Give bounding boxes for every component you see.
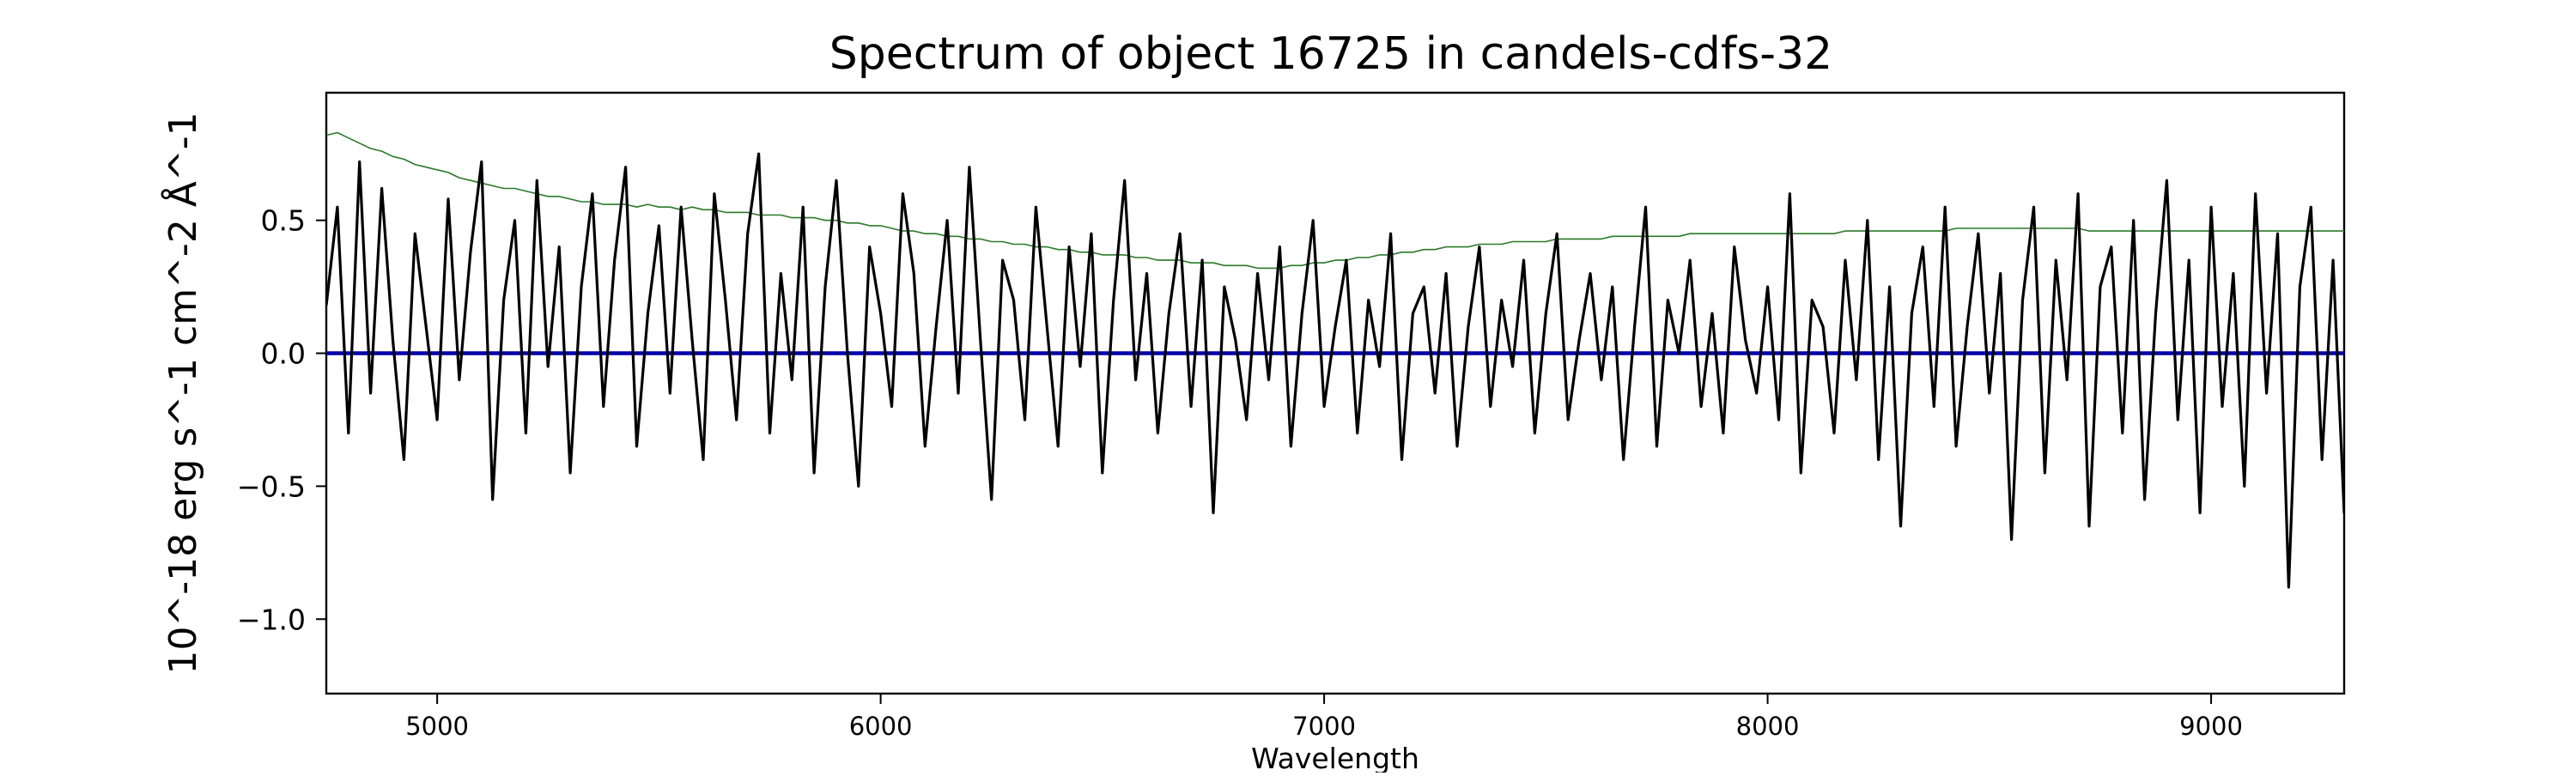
y-axis: −1.0 −0.5 0.0 0.5 bbox=[237, 204, 326, 636]
x-axis: 5000 6000 7000 8000 9000 bbox=[405, 694, 2243, 741]
x-tick-label: 7000 bbox=[1292, 712, 1356, 741]
plot-area-frame bbox=[325, 91, 2346, 695]
x-tick-label: 9000 bbox=[2179, 712, 2243, 741]
chart-title: Spectrum of object 16725 in candels-cdfs… bbox=[829, 28, 1832, 80]
y-tick-label: −0.5 bbox=[237, 470, 306, 503]
y-axis-label: 10^-18 erg s^-1 cm^-2 Å^-1 bbox=[160, 112, 205, 674]
series-line-flux bbox=[326, 152, 2344, 589]
y-tick-label: 0.0 bbox=[261, 337, 306, 371]
x-tick-label: 5000 bbox=[405, 712, 469, 741]
series-line-error bbox=[326, 131, 2344, 270]
x-tick-label: 6000 bbox=[849, 712, 913, 741]
y-tick-label: −1.0 bbox=[237, 603, 306, 636]
x-tick-label: 8000 bbox=[1736, 712, 1800, 741]
x-axis-label: Wavelength bbox=[1251, 742, 1419, 773]
series-layer bbox=[326, 131, 2344, 589]
y-tick-label: 0.5 bbox=[261, 204, 306, 238]
